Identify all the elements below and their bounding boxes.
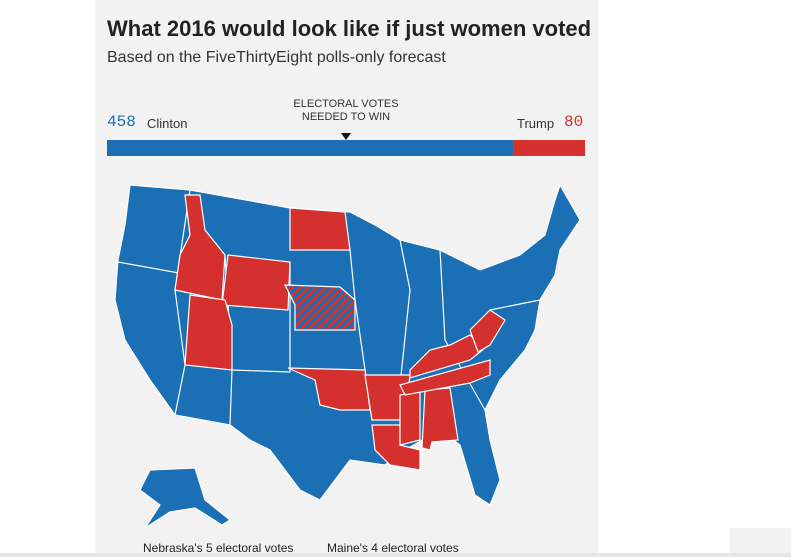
bottom-strip <box>0 553 791 557</box>
red-state <box>399 391 421 446</box>
title: What 2016 would look like if just women … <box>107 16 592 41</box>
clinton-votes: 458 <box>107 113 136 131</box>
red-state <box>421 387 459 451</box>
red-state <box>289 207 351 251</box>
vote-segment <box>513 140 585 156</box>
vote-segment <box>107 140 514 156</box>
footnote: Maine's 4 electoral votes <box>327 541 459 555</box>
corner-box <box>730 528 791 553</box>
red-state <box>399 359 491 396</box>
subtitle: Based on the FiveThirtyEight polls-only … <box>107 49 446 66</box>
vote-bar <box>107 140 585 156</box>
trump-votes: 80 <box>564 113 584 131</box>
clinton-name: Clinton <box>147 116 188 131</box>
split-state <box>284 284 356 331</box>
us-map <box>114 183 581 529</box>
red-state <box>287 367 371 411</box>
threshold-label: ELECTORAL VOTES NEEDED TO WIN <box>293 98 399 123</box>
alaska <box>139 467 232 529</box>
red-state <box>184 294 233 371</box>
threshold-marker <box>341 133 351 140</box>
trump-name: Trump <box>517 116 555 131</box>
red-state <box>221 254 291 311</box>
footnote: Nebraska's 5 electoral votes <box>143 541 294 555</box>
red-state <box>469 309 506 353</box>
